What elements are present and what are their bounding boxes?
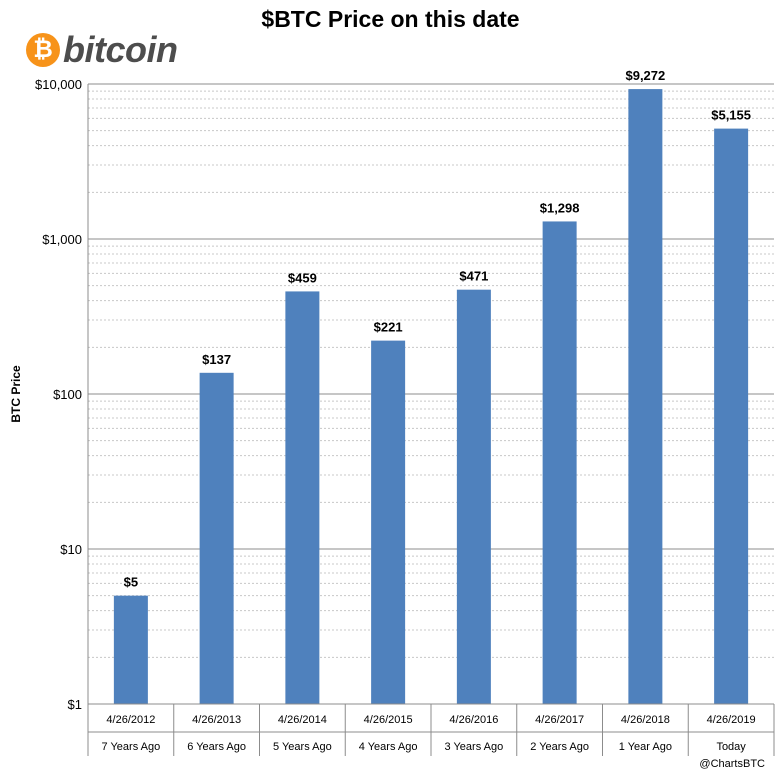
- x-category-label: 4/26/2012: [106, 714, 155, 726]
- x-subcategory-label: 3 Years Ago: [445, 741, 504, 753]
- bar: [371, 340, 406, 704]
- data-label: $137: [202, 352, 231, 367]
- bar: [199, 372, 234, 704]
- bar: [456, 289, 491, 704]
- x-subcategory-label: Today: [716, 741, 746, 753]
- y-tick-label: $1: [68, 697, 82, 712]
- bitcoin-wordmark: bitcoin: [63, 29, 178, 70]
- data-label: $5,155: [711, 108, 751, 123]
- x-category-label: 4/26/2018: [621, 714, 670, 726]
- x-category-label: 4/26/2016: [449, 714, 498, 726]
- gridlines: [88, 83, 774, 658]
- credit-text: @ChartsBTC: [699, 758, 765, 770]
- bar: [714, 128, 749, 704]
- y-tick-label: $100: [53, 387, 82, 402]
- data-label: $459: [288, 270, 317, 285]
- x-category-label: 4/26/2015: [364, 714, 413, 726]
- chart-title: $BTC Price on this date: [261, 6, 520, 32]
- y-tick-label: $1,000: [42, 232, 82, 247]
- y-axis-title: BTC Price: [9, 365, 23, 423]
- bitcoin-logo: ₿ bitcoin: [26, 29, 178, 70]
- data-label: $5: [124, 575, 138, 590]
- y-tick-label: $10: [60, 542, 82, 557]
- bar: [628, 89, 663, 704]
- x-subcategory-label: 7 Years Ago: [102, 741, 161, 753]
- x-subcategory-label: 6 Years Ago: [187, 741, 246, 753]
- x-category-label: 4/26/2014: [278, 714, 327, 726]
- x-category-label: 4/26/2013: [192, 714, 241, 726]
- x-category-label: 4/26/2019: [707, 714, 756, 726]
- bar: [285, 291, 320, 704]
- data-label: $9,272: [625, 68, 665, 83]
- bar: [542, 221, 577, 704]
- bars: [113, 89, 749, 704]
- y-tick-label: $10,000: [35, 77, 82, 92]
- bitcoin-coin-icon: ₿: [26, 33, 60, 67]
- x-subcategory-label: 4 Years Ago: [359, 741, 418, 753]
- data-label: $471: [459, 269, 488, 284]
- x-subcategory-label: 2 Years Ago: [530, 741, 589, 753]
- x-subcategory-label: 1 Year Ago: [619, 741, 672, 753]
- x-category-label: 4/26/2017: [535, 714, 584, 726]
- x-subcategory-label: 5 Years Ago: [273, 741, 332, 753]
- data-label: $221: [374, 320, 403, 335]
- data-labels: $5 $137 $459 $221 $471 $1,298 $9,272 $5,155: [124, 68, 751, 590]
- bar: [113, 595, 148, 704]
- data-label: $1,298: [540, 200, 580, 215]
- axes: $1 $10 $100 $1,000 $10,000 4/26/2012 7 Years A…: [9, 77, 775, 756]
